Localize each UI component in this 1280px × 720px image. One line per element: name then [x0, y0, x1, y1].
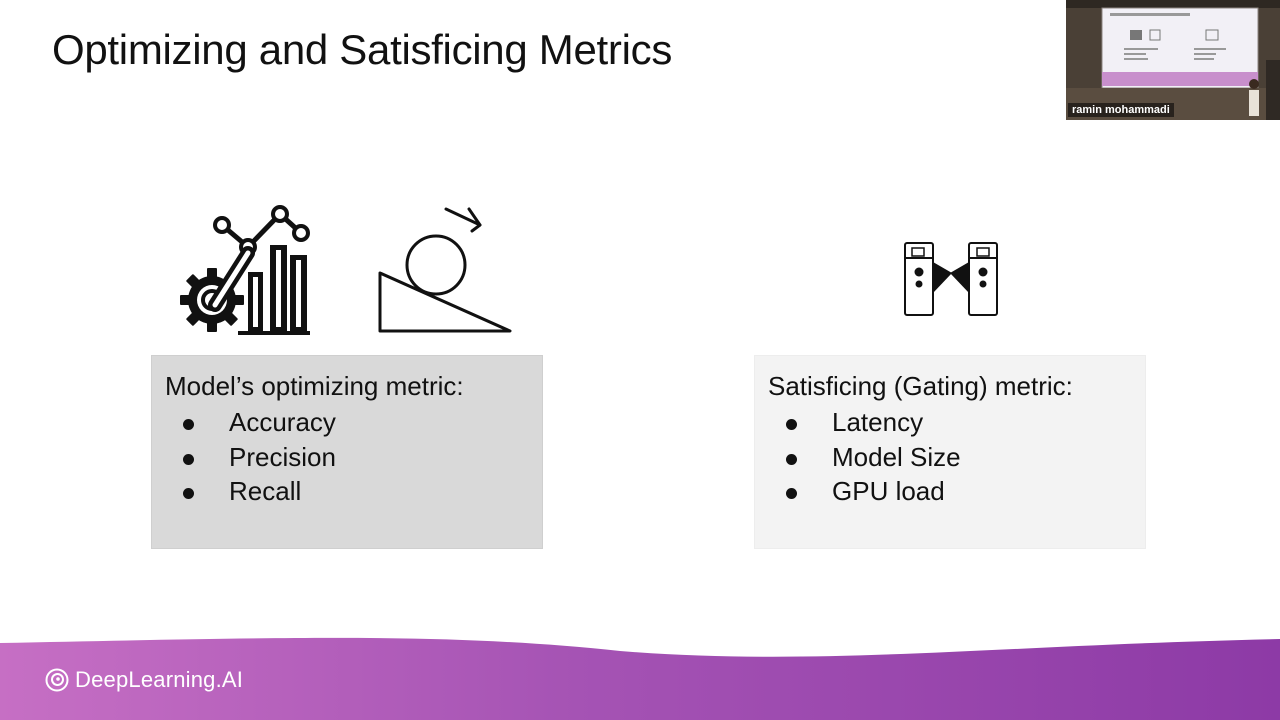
video-feed: [1066, 0, 1280, 120]
turnstile-gate-icon: [904, 242, 998, 316]
satisficing-metric-heading: Satisficing (Gating) metric:: [768, 371, 1073, 401]
footer-wave-decoration: [0, 637, 1280, 657]
optimizing-metric-box: Model’s optimizing metric: Accuracy Prec…: [151, 355, 543, 549]
list-item: Latency: [768, 405, 1132, 440]
list-item: GPU load: [768, 474, 1132, 509]
deeplearning-logo-icon: [45, 668, 69, 692]
satisficing-metric-box: Satisficing (Gating) metric: Latency Mod…: [754, 355, 1146, 549]
ball-on-slope-icon: [378, 207, 512, 333]
participant-name: ramin mohammadi: [1068, 103, 1174, 117]
optimizing-metric-list: Accuracy Precision Recall: [165, 405, 529, 509]
brand-name: DeepLearning.AI: [75, 667, 244, 692]
brand-logo-group: DeepLearning.AI: [45, 667, 243, 693]
list-item: Accuracy: [165, 405, 529, 440]
list-item: Model Size: [768, 440, 1132, 475]
gear-chart-icon: [180, 205, 310, 335]
optimizing-metric-heading: Model’s optimizing metric:: [165, 371, 464, 401]
list-item: Precision: [165, 440, 529, 475]
video-tile[interactable]: ramin mohammadi: [1066, 0, 1280, 120]
slide-title: Optimizing and Satisficing Metrics: [52, 26, 673, 73]
satisficing-metric-list: Latency Model Size GPU load: [768, 405, 1132, 509]
footer-bar: DeepLearning.AI: [0, 637, 1280, 720]
list-item: Recall: [165, 474, 529, 509]
